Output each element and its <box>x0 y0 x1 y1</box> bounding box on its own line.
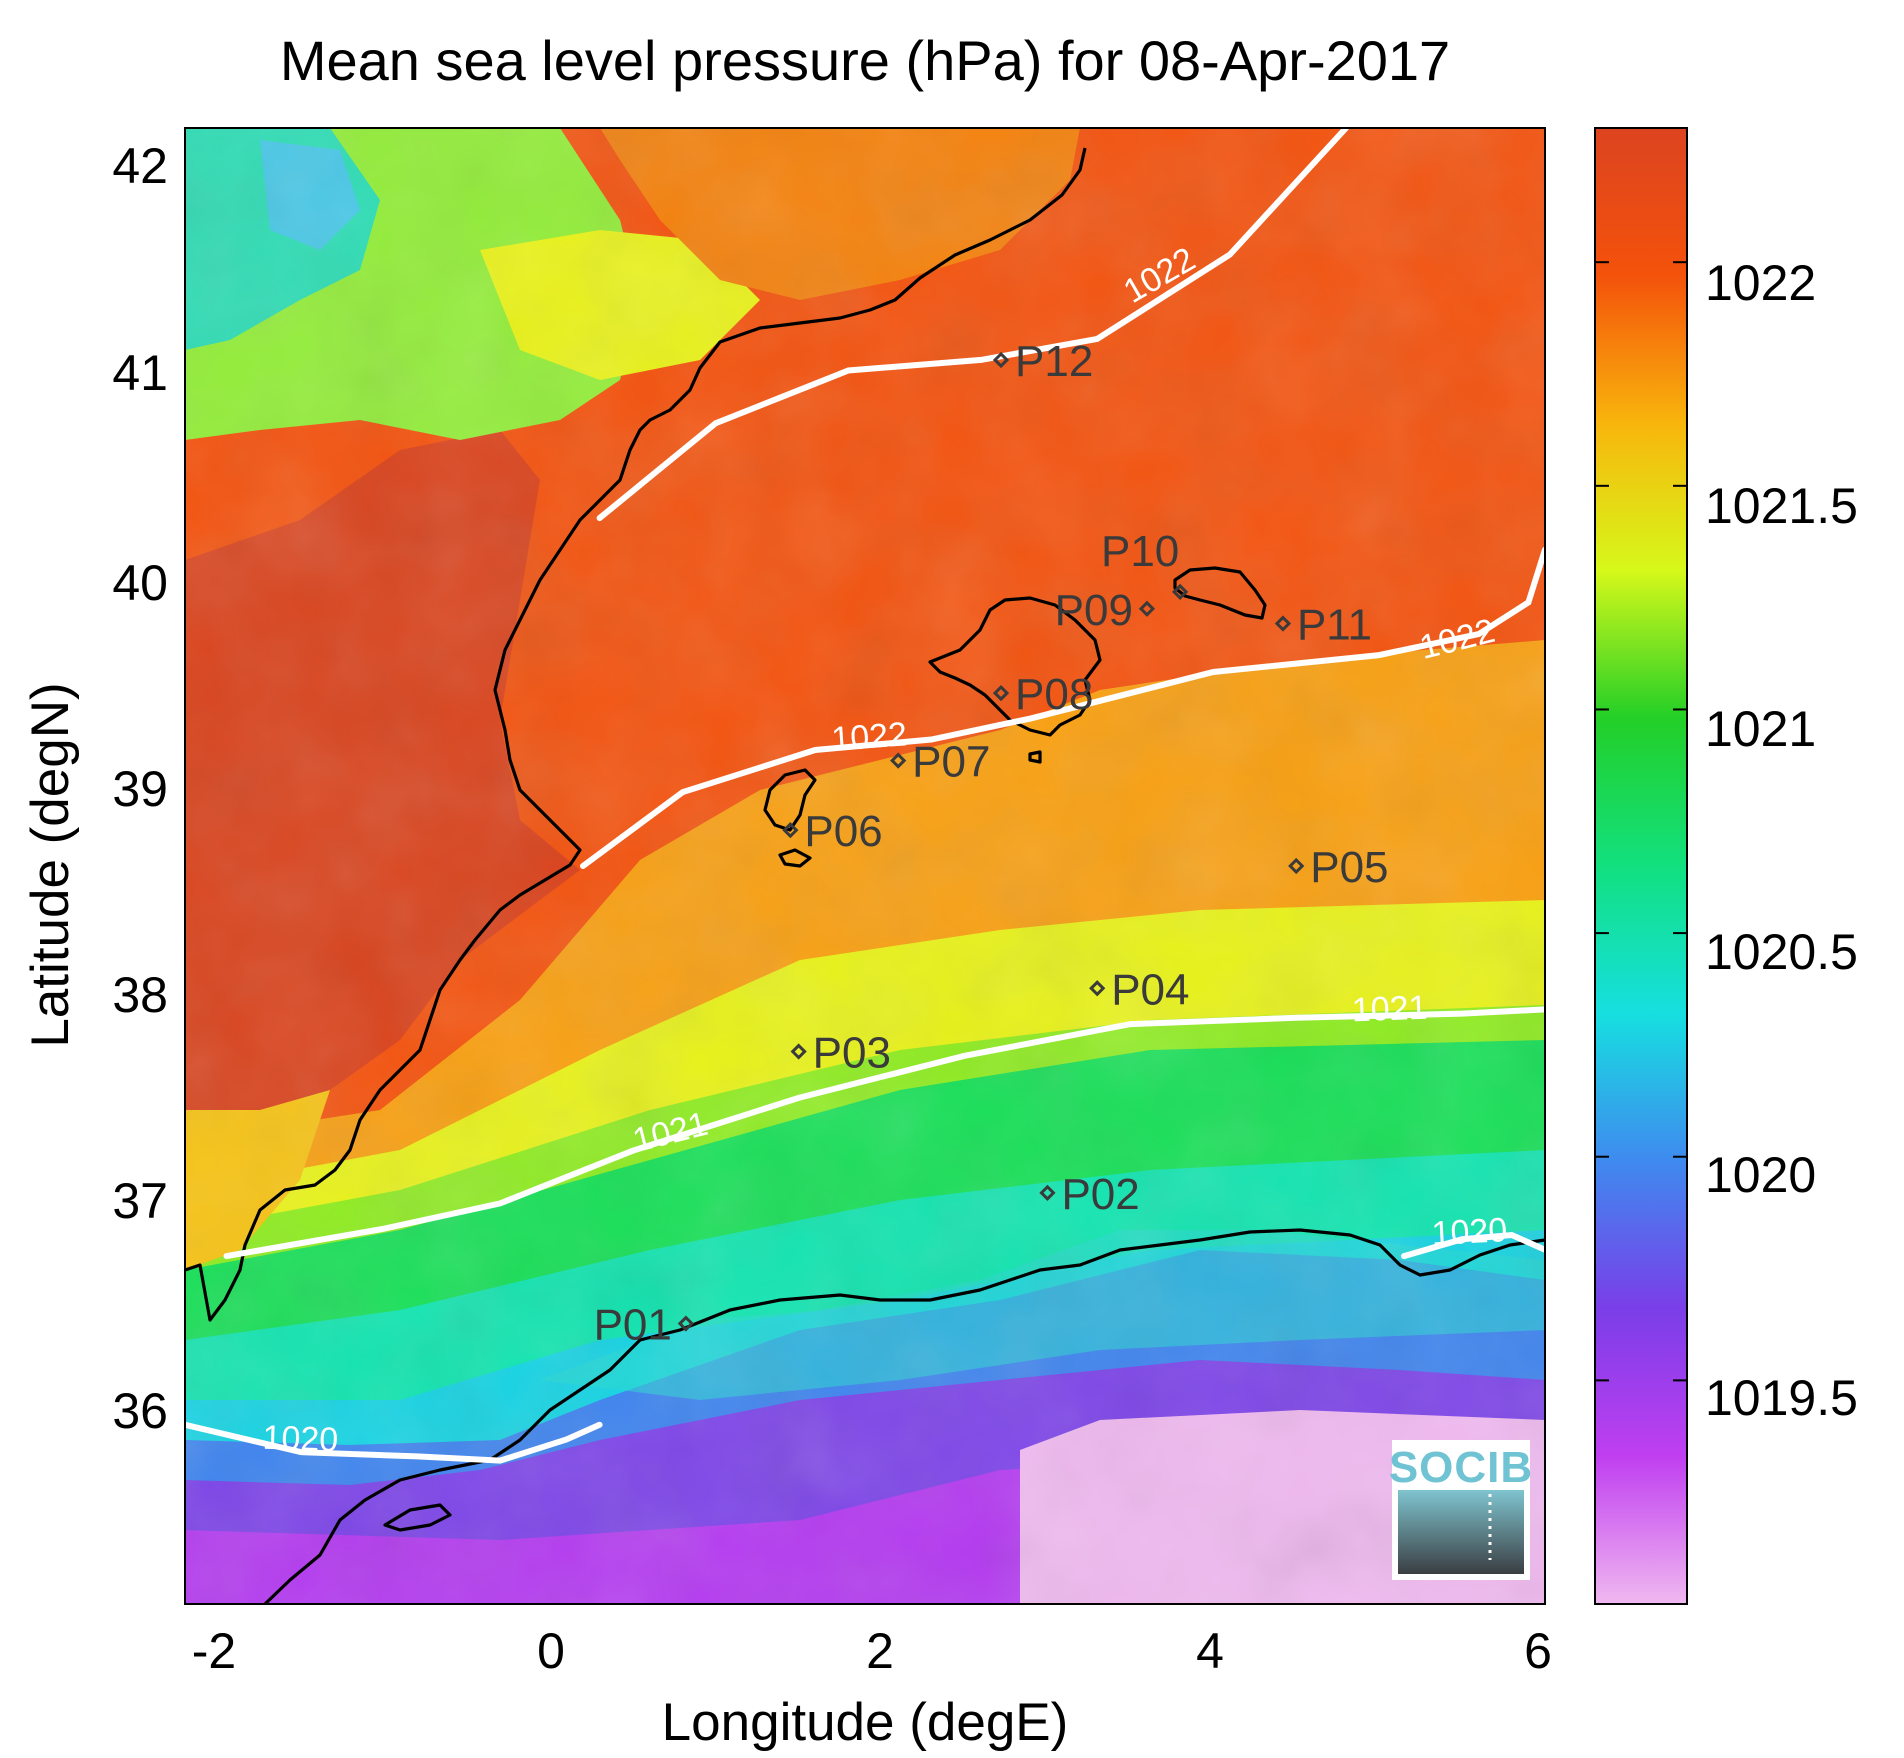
stations: P01 P02 P03 P04 P05 P06 P07 P08 P09 P10 P11 P12 <box>594 337 1389 1350</box>
station-marker <box>677 1315 694 1332</box>
y-tick-label: 42 <box>112 138 168 194</box>
pressure-field <box>185 128 1545 1604</box>
y-axis-label: Latitude (degN) <box>21 682 80 1047</box>
station-marker <box>1274 615 1292 632</box>
colorbar-ticks <box>1595 261 1687 1382</box>
socib-logo: SOCIB <box>1389 1440 1533 1580</box>
colorbar-tick-label: 1021.5 <box>1705 478 1858 534</box>
colorbar-tick-label: 1021 <box>1705 701 1816 757</box>
y-tick-label: 37 <box>112 1173 168 1229</box>
contour-1020 <box>1401 1231 1545 1260</box>
y-tick-label: 40 <box>112 555 168 611</box>
colorbar-bar <box>1594 127 1688 1605</box>
contour-label: 1021 <box>1351 989 1428 1030</box>
colorbar-tick-label: 1022 <box>1705 255 1816 311</box>
socib-logo-text: SOCIB <box>1389 1443 1533 1492</box>
map-plot: 1022 1022 1022 1021 1021 1020 1020 P01P0… <box>184 127 1546 1605</box>
coastline-africa <box>263 1228 1545 1604</box>
coastline <box>185 147 1545 1604</box>
station-marker <box>1039 1184 1056 1201</box>
coastline-ibiza <box>763 768 817 832</box>
station-label: P01 <box>594 1301 672 1350</box>
colorbar-tick-label: 1020.5 <box>1705 924 1858 980</box>
x-axis: -2 0 2 4 6 Longitude (degE) <box>192 1623 1552 1752</box>
y-tick-label: 41 <box>112 345 168 401</box>
x-tick-label: 0 <box>537 1623 565 1679</box>
station-label: P09 <box>1055 586 1133 635</box>
x-axis-label: Longitude (degE) <box>662 1693 1069 1752</box>
contour-label: 1020 <box>262 1419 339 1460</box>
contour-1022 <box>580 546 1545 869</box>
station-marker <box>790 1043 807 1060</box>
contour-1021 <box>223 1006 1545 1260</box>
station-marker <box>1171 583 1189 601</box>
station-label: P07 <box>912 738 990 787</box>
socib-logo-panel <box>1398 1490 1524 1574</box>
station-marker <box>992 684 1010 702</box>
coastline-cabrera <box>1028 750 1042 764</box>
contour-lines <box>185 128 1545 1464</box>
station-label: P04 <box>1111 965 1189 1014</box>
x-tick-label: 6 <box>1524 1623 1552 1679</box>
coastline-menorca <box>1173 566 1267 620</box>
y-axis: 42 41 40 39 38 37 36 Latitude (degN) <box>21 138 168 1439</box>
contour-1022 <box>596 128 1349 522</box>
coastline-iberia <box>185 147 1087 1322</box>
station-label: P11 <box>1297 601 1372 650</box>
x-tick-label: 2 <box>866 1623 894 1679</box>
colorbar-tick-label: 1020 <box>1705 1147 1816 1203</box>
chart-title: Mean sea level pressure (hPa) for 08-Apr… <box>280 29 1450 92</box>
y-tick-label: 36 <box>112 1383 168 1439</box>
x-tick-label: -2 <box>192 1623 236 1679</box>
station-label: P03 <box>813 1029 891 1078</box>
coastline-formentera <box>778 848 812 868</box>
contour-label: 1020 <box>1431 1211 1509 1253</box>
coastline-alboran <box>383 1503 452 1532</box>
y-tick-label: 39 <box>112 761 168 817</box>
station-label: P10 <box>1101 527 1179 576</box>
contour-1020 <box>185 1421 603 1464</box>
station-marker <box>1288 857 1305 875</box>
coastline-mallorca <box>928 596 1102 737</box>
station-marker <box>1089 980 1106 997</box>
station-label: P06 <box>804 807 882 856</box>
station-label: P02 <box>1061 1170 1139 1219</box>
station-marker <box>1138 600 1156 617</box>
station-label: P08 <box>1015 670 1093 719</box>
plot-frame <box>184 127 1546 1605</box>
station-marker <box>992 351 1010 369</box>
colorbar-tick-label: 1019.5 <box>1705 1370 1858 1426</box>
station-marker <box>782 822 799 839</box>
station-label: P05 <box>1310 843 1388 892</box>
field-texture <box>185 128 1545 1604</box>
x-tick-label: 4 <box>1196 1623 1224 1679</box>
station-marker <box>890 752 907 769</box>
y-tick-label: 38 <box>112 967 168 1023</box>
station-label: P12 <box>1015 337 1093 386</box>
colorbar: 1022 1021.5 1021 1020.5 1020 1019.5 <box>1594 127 1858 1605</box>
contour-label: 1022 <box>830 715 908 758</box>
